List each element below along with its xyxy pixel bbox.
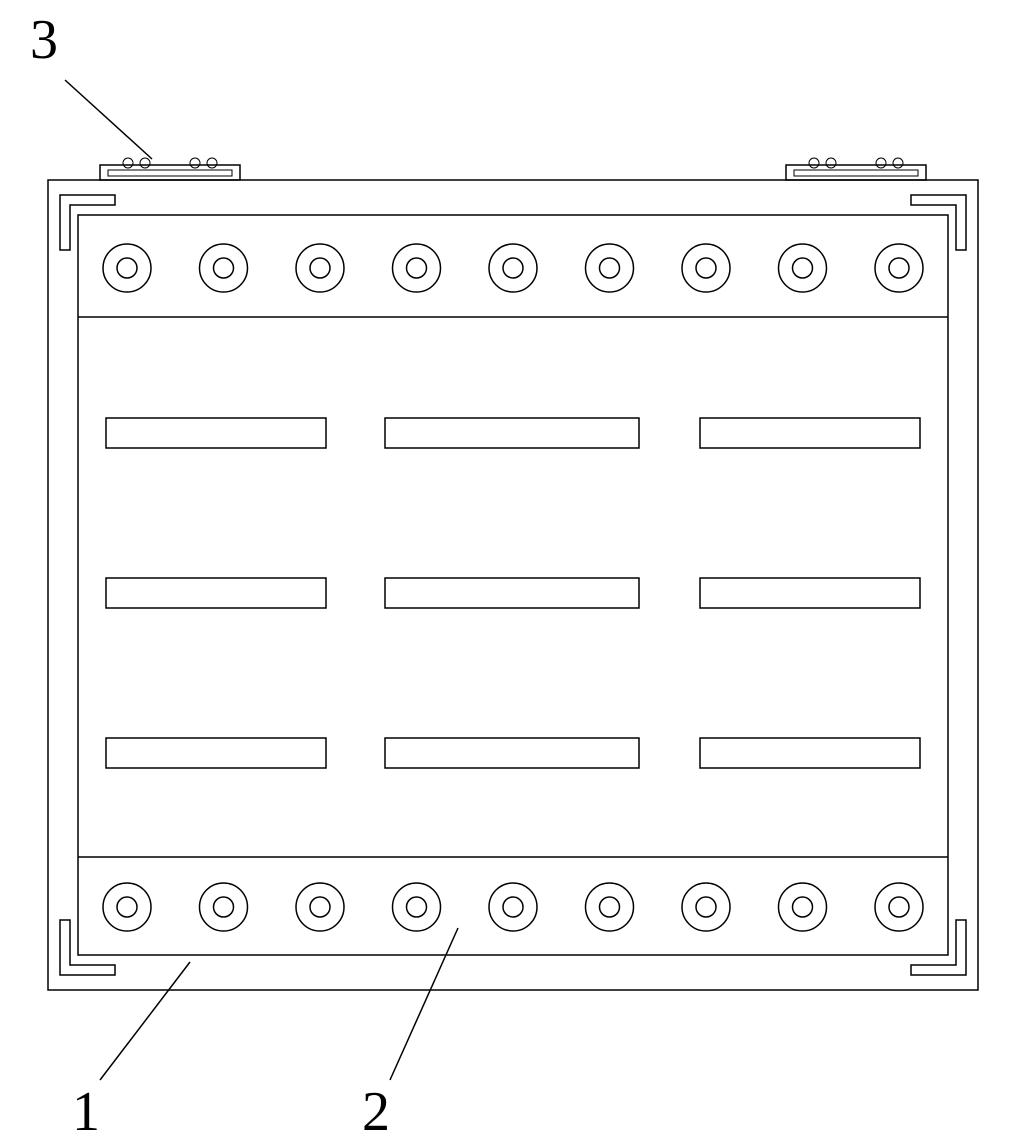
corner-bracket-tr [911, 195, 966, 250]
label-3: 3 [30, 9, 58, 71]
leader-line-1 [100, 962, 190, 1080]
corner-bracket-bl [60, 920, 115, 975]
slot-grid [106, 418, 920, 768]
label-2: 2 [362, 1081, 390, 1141]
top-connector-right [786, 158, 926, 180]
corner-bracket-br [911, 920, 966, 975]
label-1: 1 [72, 1081, 100, 1141]
leader-line-3 [65, 80, 152, 159]
inner-frame [78, 215, 948, 955]
bottom-circle-row [103, 883, 923, 931]
top-circle-row [103, 244, 923, 292]
technical-diagram: 3 1 2 [0, 0, 1025, 1141]
top-connector-left [100, 158, 240, 180]
outer-enclosure [48, 180, 978, 990]
corner-bracket-tl [60, 195, 115, 250]
diagram-svg: 3 1 2 [0, 0, 1025, 1141]
leader-line-2 [390, 928, 458, 1080]
